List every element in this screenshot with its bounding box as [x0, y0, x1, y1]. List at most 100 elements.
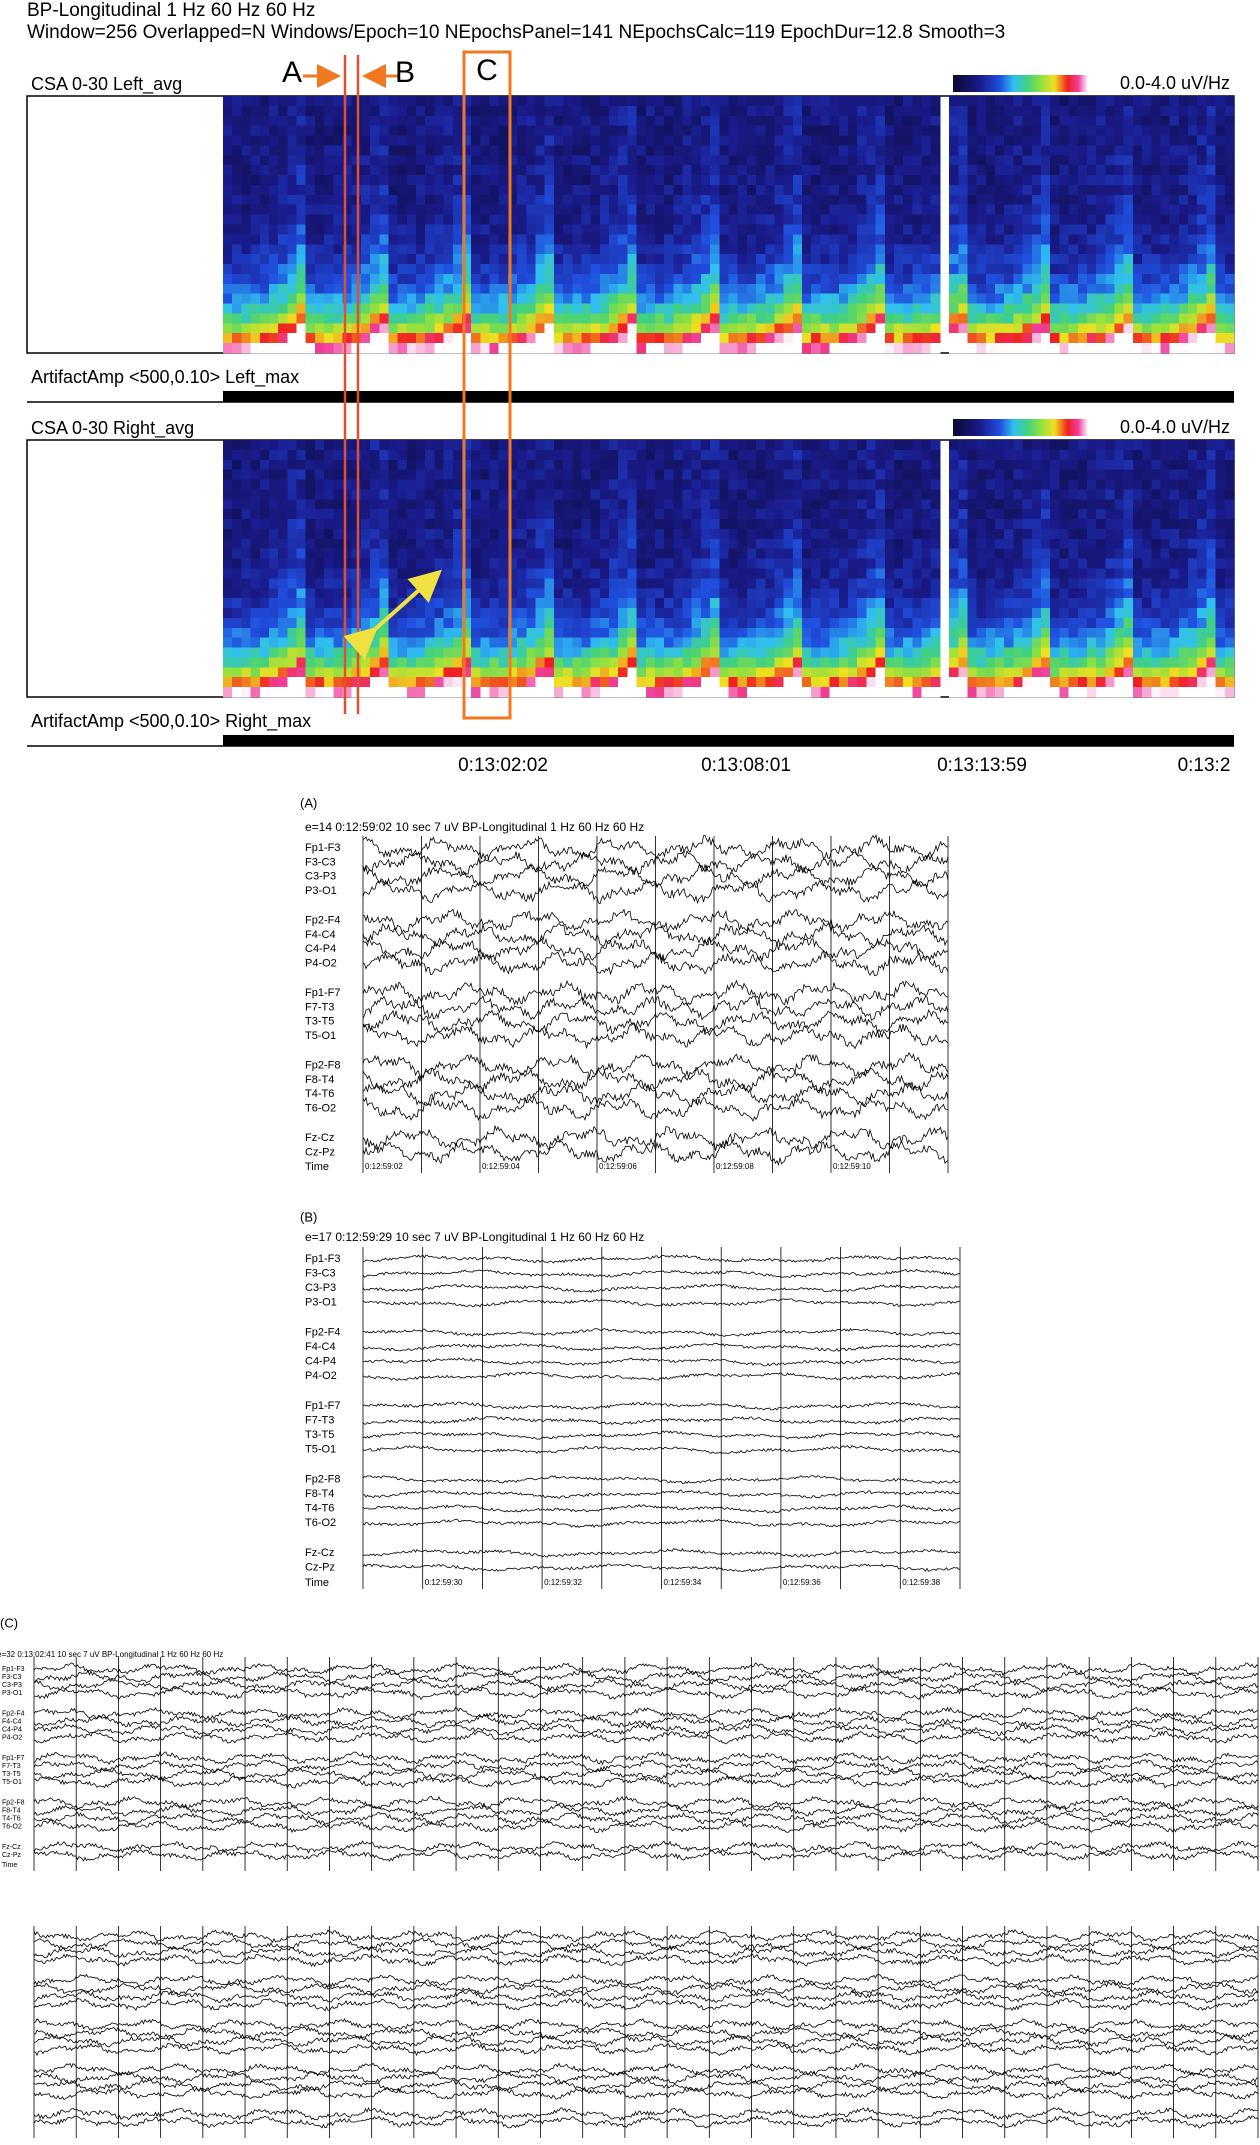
- spectrogram-cell: [360, 608, 371, 619]
- spectrogram-cell: [1086, 254, 1097, 265]
- spectrogram-cell: [443, 313, 454, 324]
- spectrogram-cell: [710, 469, 720, 481]
- spectrogram-cell: [875, 244, 886, 255]
- spectrogram-cell: [765, 165, 775, 176]
- spectrogram-cell: [1004, 204, 1014, 216]
- spectrogram-cell: [296, 519, 307, 530]
- spectrogram-cell: [232, 115, 242, 127]
- spectrogram-cell: [903, 303, 913, 314]
- spectrogram-cell: [370, 214, 380, 225]
- spectrogram-cell: [397, 538, 408, 550]
- spectrogram-cell: [802, 627, 812, 639]
- spectrogram-cell: [259, 657, 270, 668]
- spectrogram-cell: [682, 657, 693, 668]
- spectrogram-cell: [471, 293, 481, 305]
- spectrogram-cell: [774, 273, 785, 285]
- spectrogram-cell: [783, 155, 794, 166]
- spectrogram-cell: [498, 135, 509, 146]
- spectrogram-cell: [618, 519, 628, 530]
- spectrogram-cell: [259, 283, 270, 295]
- spectrogram-cell: [820, 224, 831, 235]
- spectrogram-cell: [517, 499, 527, 510]
- spectrogram-cell: [921, 528, 932, 540]
- spectrogram-cell: [829, 687, 840, 698]
- spectrogram-cell: [985, 165, 996, 176]
- spectrogram-cell: [645, 224, 656, 235]
- spectrogram-cell: [792, 558, 803, 569]
- spectrogram-cell: [434, 125, 445, 137]
- spectrogram-cell: [581, 194, 592, 206]
- spectrogram-cell: [710, 323, 720, 334]
- spectrogram-cell: [958, 155, 968, 166]
- spectrogram-cell: [893, 568, 904, 579]
- spectrogram-cell: [838, 105, 849, 117]
- spectrogram-cell: [1188, 125, 1198, 137]
- spectrogram-cell: [627, 303, 638, 314]
- spectrogram-cell: [1031, 204, 1042, 216]
- spectrogram-cell: [1077, 194, 1088, 206]
- spectrogram-cell: [232, 96, 242, 107]
- spectrogram-cell: [1160, 224, 1171, 235]
- spectrogram-cell: [912, 313, 923, 324]
- spectrogram-cell: [544, 323, 555, 334]
- spectrogram-cell: [792, 254, 803, 265]
- spectrogram-cell: [691, 115, 702, 127]
- spectrogram-cell: [1077, 293, 1088, 305]
- spectrogram-cell: [1142, 323, 1152, 334]
- spectrogram-cell: [1160, 244, 1171, 255]
- spectrogram-cell: [498, 214, 509, 225]
- spectrogram-cell: [553, 489, 564, 500]
- spectrogram-cell: [829, 343, 840, 354]
- spectrogram-cell: [1004, 254, 1014, 265]
- spectrogram-cell: [866, 657, 877, 668]
- spectrogram-cell: [792, 667, 803, 678]
- spectrogram-cell: [443, 165, 454, 176]
- spectrogram-cell: [710, 194, 720, 206]
- spectrogram-cell: [636, 548, 647, 560]
- spectrogram-cell: [710, 214, 720, 225]
- spectrogram-cell: [296, 145, 307, 156]
- spectrogram-cell: [1077, 115, 1088, 127]
- spectrogram-cell: [388, 96, 399, 107]
- spectrogram-cell: [370, 519, 380, 530]
- spectrogram-cell: [314, 343, 325, 354]
- spectrogram-cell: [333, 479, 343, 490]
- spectrogram-cell: [949, 528, 959, 540]
- spectrogram-cell: [719, 244, 729, 255]
- spectrogram-cell: [241, 165, 252, 176]
- spectrogram-cell: [664, 343, 674, 354]
- spectrogram-cell: [544, 303, 555, 314]
- spectrogram-cell: [305, 598, 316, 609]
- spectrogram-cell: [526, 125, 536, 137]
- spectrogram-cell: [719, 115, 729, 127]
- spectrogram-cell: [976, 155, 987, 166]
- spectrogram-cell: [599, 479, 610, 490]
- spectrogram-cell: [1022, 224, 1033, 235]
- spectrogram-cell: [563, 608, 573, 619]
- spectrogram-cell: [517, 194, 527, 206]
- spectrogram-cell: [921, 617, 932, 629]
- spectrogram-cell: [452, 303, 463, 314]
- spectrogram-cell: [811, 627, 821, 639]
- spectrogram-cell: [802, 479, 812, 490]
- spectrogram-cell: [673, 155, 684, 166]
- spectrogram-cell: [893, 538, 904, 550]
- spectrogram-cell: [434, 578, 445, 589]
- spectrogram-cell: [1178, 333, 1189, 344]
- spectrogram-cell: [949, 293, 959, 305]
- spectrogram-cell: [847, 509, 858, 520]
- spectrogram-cell: [379, 214, 389, 225]
- spectrogram-cell: [884, 627, 895, 639]
- spectrogram-cell: [664, 598, 674, 609]
- spectrogram-cell: [223, 165, 233, 176]
- spectrogram-cell: [416, 440, 426, 451]
- spectrogram-cell: [746, 469, 757, 481]
- spectrogram-cell: [627, 677, 638, 688]
- spectrogram-cell: [654, 657, 665, 668]
- spectrogram-cell: [664, 677, 674, 688]
- spectrogram-cell: [1178, 244, 1189, 255]
- spectrogram-cell: [278, 254, 288, 265]
- spectrogram-cell: [930, 578, 941, 589]
- spectrogram-cell: [461, 440, 472, 451]
- spectrogram-cell: [498, 333, 509, 344]
